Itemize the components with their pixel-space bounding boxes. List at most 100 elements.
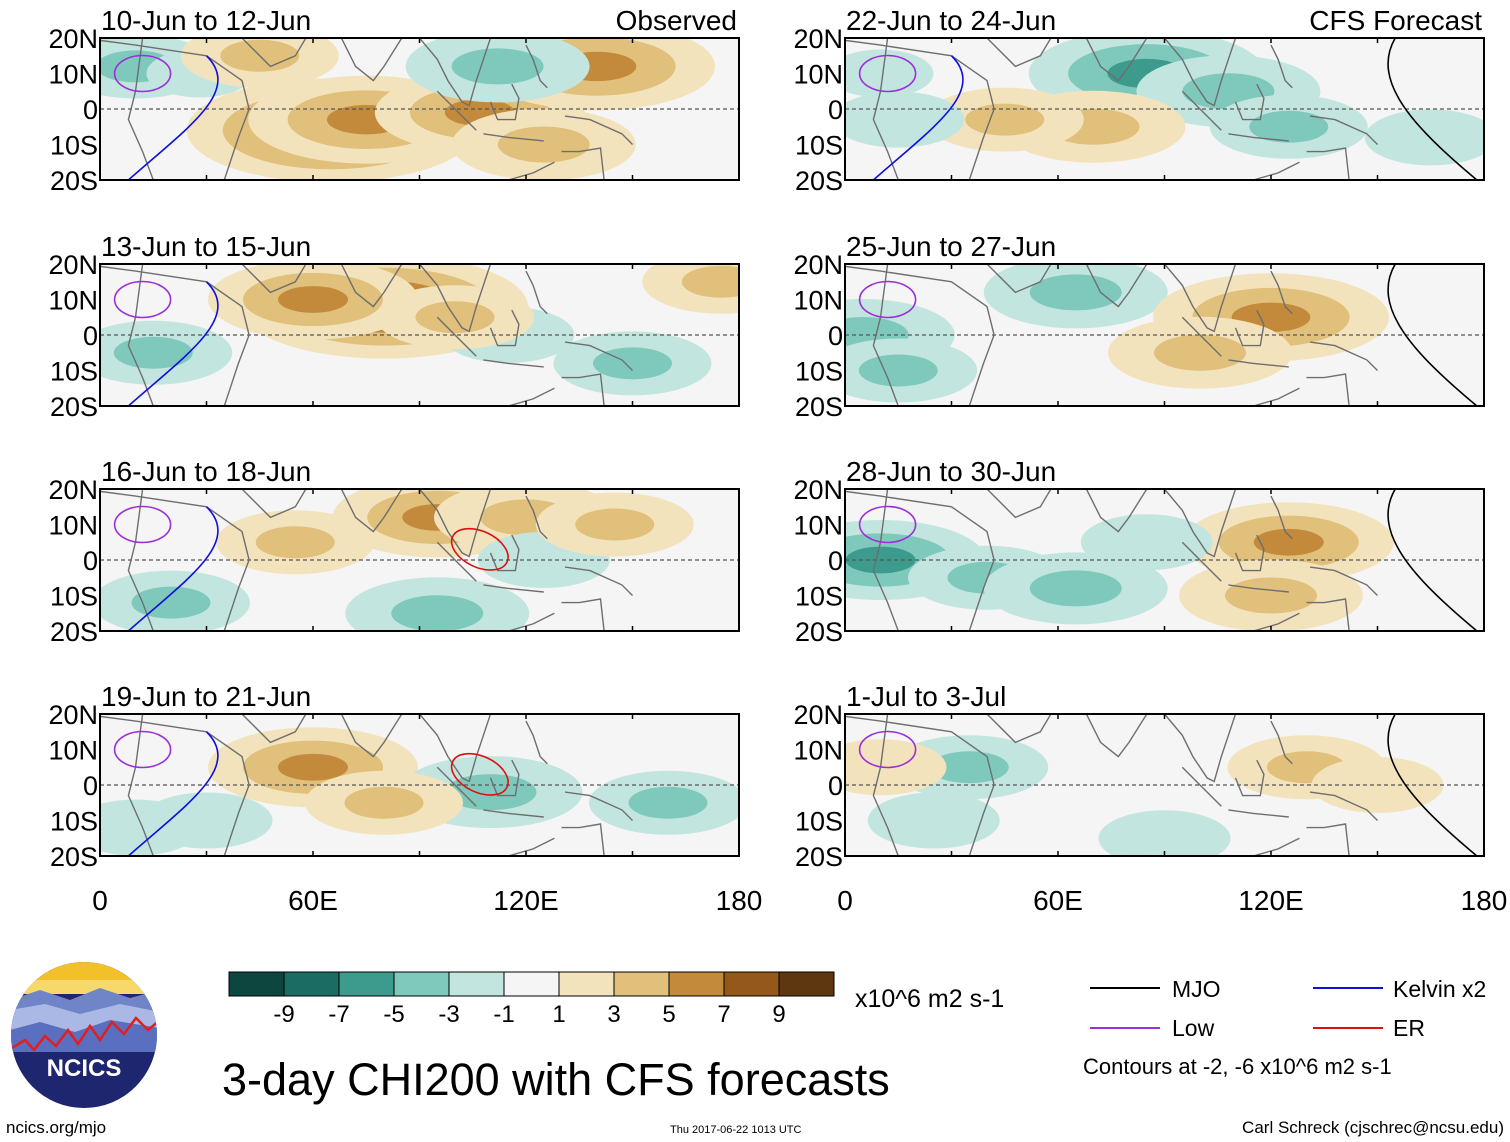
x-tick-label: 60E [288,885,338,916]
anomaly-region [1029,274,1122,311]
coastline [986,264,1052,294]
colorbar: -9 -7 -5 -3 -1 1 3 5 7 9 x10^6 m2 s-1 [228,971,1004,1028]
panel-title: 1-Jul to 3-Jul [846,681,1006,712]
x-tick-label: 180 [1461,885,1508,916]
x-tick-label: 60E [1033,885,1083,916]
coastline [241,714,307,744]
low-contour [858,54,917,93]
coastline [1234,534,1265,572]
coastline [525,44,548,89]
colorbar-swatch [393,971,450,997]
panel-1: 10-Jun to 12-Jun Observed 20N 10N 0 10S 20S [48,5,740,196]
coastline [1306,147,1350,180]
coastline [100,715,250,856]
y-tick-label: 0 [83,771,98,801]
panel-tag: Observed [616,5,737,36]
coastline [561,598,605,631]
y-tick-label: 20N [793,24,843,54]
anomaly-region [929,751,1009,784]
coastline [561,373,605,406]
anomaly-region [451,48,544,85]
anomaly-region [858,354,938,387]
low-contour [113,280,172,319]
coastline [561,147,605,180]
colorbar-label: 3 [607,1001,620,1028]
colorbar-swatch [448,971,505,997]
coastline [489,534,520,572]
coastline [1309,566,1378,596]
coastline [1181,90,1222,131]
coastline [845,39,995,180]
low-contour [113,730,172,769]
y-tick-label: 10S [795,357,843,387]
y-tick-label: 0 [83,321,98,351]
field [845,264,1484,406]
contour-note: Contours at -2, -6 x10^6 m2 s-1 [1083,1054,1392,1079]
coastline [564,566,633,596]
coastline [1309,791,1378,821]
y-tick-label: 10S [50,807,98,837]
colorbar-swatch [613,971,670,997]
coastline [1253,837,1300,856]
y-tick-label: 20S [50,842,98,872]
anomaly-region [1253,528,1324,556]
legend-er-label: ER [1393,1015,1425,1041]
colorbar-label: 5 [662,1001,675,1028]
kelvin-contour [127,55,219,180]
y-tick-label: 20S [795,617,843,647]
coastline [127,489,154,631]
coastline [1163,38,1237,107]
anomaly-region [575,508,655,541]
coastline [564,341,633,371]
coastline [1163,714,1237,783]
colorbar-label: -3 [438,1001,459,1028]
coastline [436,766,477,807]
colorbar-swatch [558,971,615,997]
coastline [508,387,555,406]
anomaly-region [497,126,590,163]
coastline [1085,489,1148,533]
er-contour [450,752,509,796]
coastline [1181,541,1222,582]
anomaly-region [391,595,484,631]
coastline [1253,612,1300,631]
ncics-logo: NCICS [11,962,157,1108]
colorbar-swatch [668,971,725,997]
anomaly-region [1154,334,1246,371]
colorbar-units: x10^6 m2 s-1 [855,985,1004,1013]
coastline [845,490,995,631]
coastline [525,720,548,765]
legend-kelvin-label: Kelvin x2 [1393,976,1486,1002]
coastline [986,714,1052,744]
figure-title: 3-day CHI200 with CFS forecasts [222,1054,890,1105]
coastline [483,809,544,818]
colorbar-label: -7 [328,1001,349,1028]
coastline [564,791,633,821]
coastline [872,264,899,406]
field [100,38,739,180]
coastline [489,759,520,797]
coastline [1270,270,1293,315]
coastline [1085,264,1148,308]
coastline [241,38,307,68]
coastline [1270,44,1293,89]
coastline [1228,133,1289,142]
x-tick-label: 120E [493,885,558,916]
coastline [489,83,520,121]
y-tick-label: 0 [828,771,843,801]
colorbar-label: 9 [772,1001,785,1028]
y-tick-label: 20S [795,166,843,196]
coastline [508,161,555,180]
low-contour [858,280,917,319]
footer-author: Carl Schreck (cjschrec@ncsu.edu) [1242,1118,1504,1137]
field [100,714,739,856]
panel-title: 13-Jun to 15-Jun [101,231,311,262]
coastline [483,359,544,368]
coastline [561,823,605,856]
coastline [986,38,1052,68]
anomaly-region [131,586,211,619]
